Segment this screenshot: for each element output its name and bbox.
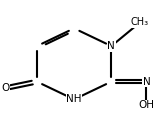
Text: CH₃: CH₃: [131, 17, 149, 27]
Text: N: N: [143, 77, 150, 87]
Text: O: O: [1, 83, 9, 93]
Text: N: N: [107, 41, 115, 51]
Text: NH: NH: [66, 94, 82, 104]
Text: OH: OH: [138, 100, 154, 110]
